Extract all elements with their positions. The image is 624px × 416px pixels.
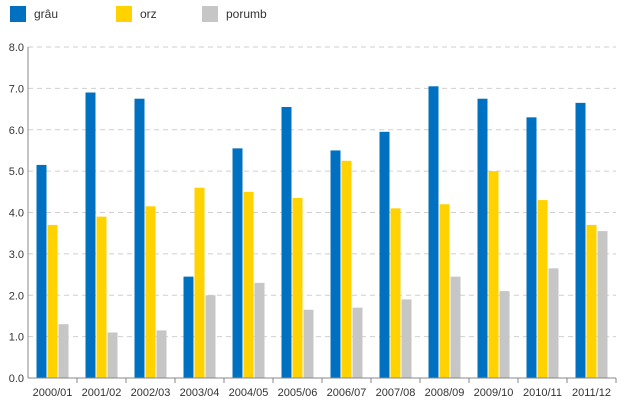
y-tick-label: 8.0 (9, 42, 24, 54)
y-tick-label: 1.0 (9, 332, 24, 344)
bar-orz-2002/03 (145, 206, 156, 378)
bar-porumb-2000/01 (58, 324, 69, 378)
bar-porumb-2005/06 (303, 309, 314, 378)
bar-orz-2001/02 (96, 216, 107, 378)
bar-orz-2005/06 (292, 198, 303, 378)
bar-grâu-2010/11 (526, 117, 537, 379)
x-tick-label: 2002/03 (131, 387, 171, 399)
x-tick-label: 2001/02 (82, 387, 122, 399)
y-axis: 0.0 1.0 2.0 3.0 4.0 5.0 6.0 7.0 8.0 (9, 42, 29, 385)
bar-orz-2010/11 (537, 200, 548, 378)
legend-swatch-orz (116, 6, 132, 22)
x-tick-label: 2004/05 (229, 387, 269, 399)
grid-lines (28, 46, 616, 338)
legend-label-orz: orz (140, 7, 157, 21)
x-axis: 2000/01 2001/02 2002/03 2003/04 2004/05 2005/… (28, 377, 617, 399)
x-tick-label: 2006/07 (327, 387, 367, 399)
bar-porumb-2010/11 (548, 268, 559, 378)
y-tick-label: 0.0 (9, 373, 24, 385)
bar-porumb-2009/10 (499, 291, 510, 378)
bar-grâu-2000/01 (36, 164, 47, 378)
bar-porumb-2006/07 (352, 307, 363, 378)
bar-grâu-2009/10 (477, 98, 488, 378)
bar-orz-2011/12 (586, 224, 597, 378)
x-tick-label: 2007/08 (376, 387, 416, 399)
legend-swatch-porumb (202, 6, 218, 22)
legend-swatch-grâu (10, 6, 26, 22)
y-tick-label: 3.0 (9, 249, 24, 261)
bar-grâu-2004/05 (232, 148, 243, 378)
x-tick-label: 2000/01 (33, 387, 73, 399)
bar-orz-2009/10 (488, 171, 499, 378)
x-tick-label: 2005/06 (278, 387, 318, 399)
y-tick-label: 4.0 (9, 208, 24, 220)
legend-label-porumb: porumb (226, 7, 267, 21)
x-tick-label: 2010/11 (523, 387, 562, 399)
bar-orz-2008/09 (439, 204, 450, 378)
bar-grâu-2002/03 (134, 98, 145, 378)
bar-porumb-2002/03 (156, 330, 167, 378)
bar-grâu-2005/06 (281, 106, 292, 379)
x-tick-label: 2003/04 (180, 387, 220, 399)
bar-porumb-2007/08 (401, 299, 412, 378)
y-tick-label: 6.0 (9, 125, 24, 137)
bar-porumb-2001/02 (107, 332, 118, 378)
bar-grâu-2006/07 (330, 150, 341, 378)
x-tick-label: 2009/10 (474, 387, 514, 399)
bar-orz-2000/01 (47, 224, 58, 378)
bars (36, 86, 608, 379)
bar-grâu-2007/08 (379, 131, 390, 378)
bar-orz-2007/08 (390, 208, 401, 378)
legend-label-grâu: grâu (34, 7, 58, 21)
bar-grâu-2003/04 (183, 276, 194, 378)
bar-orz-2006/07 (341, 160, 352, 378)
x-tick-label: 2011/12 (572, 387, 611, 399)
bar-porumb-2011/12 (597, 231, 608, 378)
legend: grâu orz porumb (10, 6, 267, 22)
bar-orz-2003/04 (194, 187, 205, 378)
y-tick-label: 7.0 (9, 83, 24, 95)
bar-grâu-2011/12 (575, 102, 586, 378)
bar-porumb-2008/09 (450, 276, 461, 378)
y-tick-label: 2.0 (9, 290, 24, 302)
bar-porumb-2003/04 (205, 295, 216, 378)
bar-porumb-2004/05 (254, 282, 265, 378)
bar-grâu-2001/02 (85, 92, 96, 378)
x-tick-label: 2008/09 (425, 387, 465, 399)
bar-orz-2004/05 (243, 191, 254, 378)
bar-grâu-2008/09 (428, 86, 439, 379)
y-tick-label: 5.0 (9, 166, 24, 178)
